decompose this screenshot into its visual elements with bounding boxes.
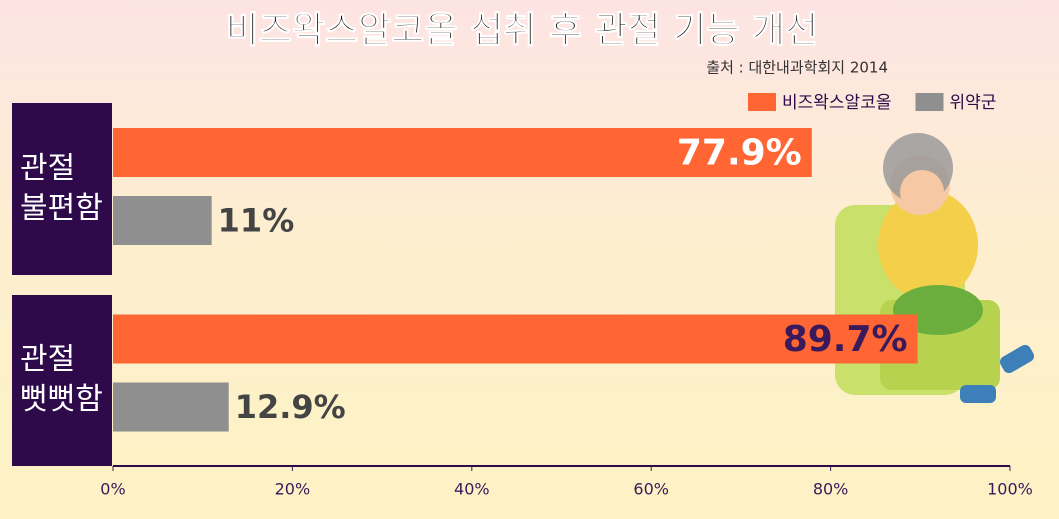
bar bbox=[113, 196, 212, 245]
bar bbox=[113, 382, 229, 432]
legend-label: 비즈왁스알코올 bbox=[782, 93, 891, 113]
legend-swatch bbox=[748, 93, 776, 111]
x-tick-label: 80% bbox=[813, 480, 849, 499]
value-label: 89.7% bbox=[783, 319, 908, 360]
value-label: 11% bbox=[218, 202, 295, 240]
x-tick-label: 60% bbox=[633, 480, 669, 499]
x-tick-label: 20% bbox=[275, 480, 311, 499]
legend: 비즈왁스알코올 위약군 bbox=[748, 93, 996, 113]
category-label: 관절 뻣뻣함 bbox=[12, 294, 112, 466]
legend-swatch bbox=[915, 93, 944, 111]
x-tick-label: 40% bbox=[454, 480, 490, 499]
bar bbox=[113, 314, 918, 364]
value-label: 77.9% bbox=[677, 133, 802, 174]
value-label: 12.9% bbox=[235, 388, 346, 426]
x-tick-label: 100% bbox=[987, 480, 1033, 499]
legend-label: 위약군 bbox=[949, 93, 996, 113]
source: 출처 : 대한내과학회지 2014 bbox=[706, 59, 888, 77]
bar bbox=[113, 128, 812, 177]
category-label: 관절 불편함 bbox=[12, 103, 112, 275]
x-tick-label: 0% bbox=[100, 480, 125, 499]
chart-title: 비즈왁스알코올 섭취 후 관절 기능 개선 bbox=[226, 10, 819, 51]
